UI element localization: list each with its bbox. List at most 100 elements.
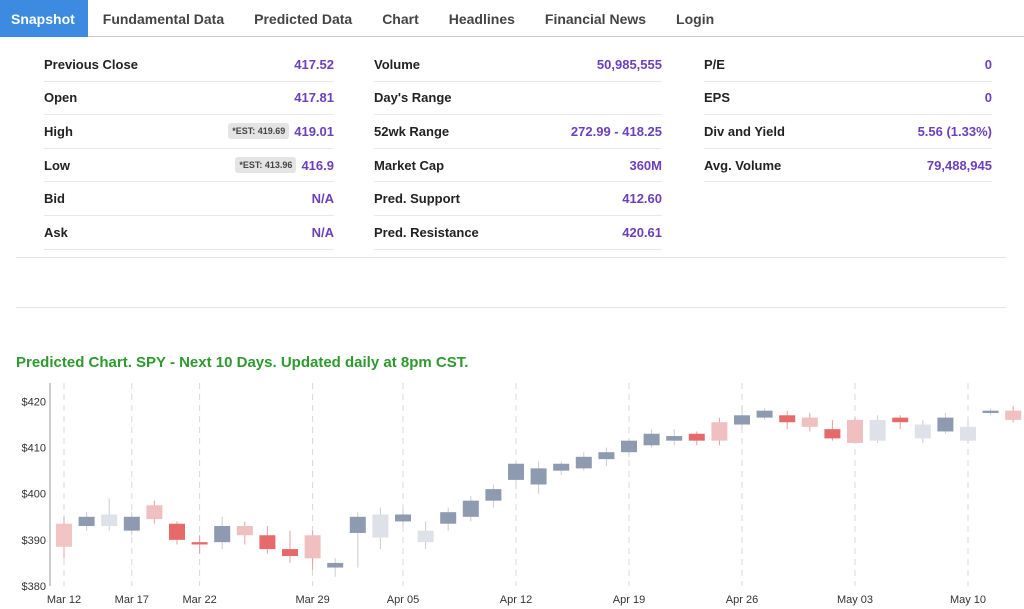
row-pred-support: Pred. Support 412.60	[374, 182, 662, 216]
tab-chart[interactable]: Chart	[382, 10, 419, 27]
candle-body	[621, 440, 637, 453]
value: 272.99 - 418.25	[570, 123, 662, 139]
candle-body	[56, 523, 72, 547]
predicted-candlestick-chart: $380 $390 $400 $410 $420 Mar 12 Mar 17 Mar 22 Ma…	[22, 383, 1022, 606]
row-high: High *EST: 419.69 419.01	[44, 115, 334, 149]
candle-body	[914, 424, 931, 439]
value: 417.81	[294, 90, 334, 106]
label: Pred. Resistance	[374, 224, 479, 240]
candle-body	[191, 542, 208, 545]
row-pe: P/E 0	[704, 48, 992, 82]
x-tick-label: Mar 22	[182, 594, 216, 606]
label: Market Cap	[374, 157, 445, 173]
label: Ask	[44, 224, 68, 240]
candle-body	[78, 516, 95, 527]
value: 360M	[629, 157, 662, 173]
row-low: Low *EST: 413.96 416.9	[44, 149, 334, 183]
x-tick-label: Apr 05	[387, 594, 419, 606]
candle-body	[101, 514, 118, 527]
row-eps: EPS 0	[704, 82, 992, 116]
candle-body	[756, 410, 773, 418]
y-tick-label: $410	[22, 443, 46, 455]
label: Volume	[374, 56, 420, 72]
candle-body	[598, 452, 615, 460]
candle-body	[259, 535, 276, 550]
label: P/E	[704, 56, 725, 72]
value: 79,488,945	[926, 157, 992, 173]
tab-financial-news[interactable]: Financial News	[544, 10, 647, 27]
candle-body	[372, 514, 389, 538]
candle-body	[214, 526, 231, 543]
candle-body	[508, 463, 524, 480]
estimate-badge: *EST: 419.69	[228, 123, 290, 140]
value-group: *EST: 413.96 416.9	[235, 157, 334, 174]
value: 0	[984, 90, 992, 106]
value: 416.9	[301, 157, 334, 173]
chart-title: Predicted Chart. SPY - Next 10 Days. Upd…	[16, 354, 469, 371]
candle-body	[169, 523, 185, 540]
x-tick-label: Mar 17	[115, 594, 149, 606]
row-avg-volume: Avg. Volume 79,488,945	[704, 149, 992, 183]
tab-predicted-data[interactable]: Predicted Data	[254, 10, 353, 27]
label: Bid	[44, 191, 65, 207]
tab-headlines[interactable]: Headlines	[448, 10, 515, 27]
candle-body	[236, 526, 253, 536]
value-group: *EST: 419.69 419.01	[228, 123, 334, 140]
candle-body	[123, 516, 140, 531]
label: Low	[44, 157, 70, 173]
candle-body	[530, 468, 547, 485]
value: 5.56 (1.33%)	[917, 123, 992, 139]
row-days-range: Day's Range	[374, 82, 662, 116]
row-previous-close: Previous Close 417.52	[44, 48, 334, 82]
candle-body	[869, 419, 886, 441]
candle-body	[937, 417, 954, 432]
row-market-cap: Market Cap 360M	[374, 149, 662, 183]
snapshot-column-2: Volume 50,985,555 Day's Range 52wk Range…	[374, 48, 662, 250]
candle-body	[801, 417, 818, 427]
label: Div and Yield	[704, 123, 785, 139]
candle-body	[146, 505, 163, 520]
candle-body	[575, 456, 592, 469]
candle-body	[304, 535, 321, 559]
label: 52wk Range	[374, 123, 450, 139]
candle-body	[960, 426, 976, 441]
value: 420.61	[622, 224, 662, 240]
x-tick-label: Apr 19	[613, 594, 645, 606]
x-tick-label: Mar 12	[47, 594, 81, 606]
label: High	[44, 123, 73, 139]
row-volume: Volume 50,985,555	[374, 48, 662, 82]
tab-snapshot[interactable]: Snapshot	[0, 0, 88, 37]
value: N/A	[311, 191, 334, 207]
candle-body	[982, 410, 999, 413]
row-ask: Ask N/A	[44, 216, 334, 250]
row-bid: Bid N/A	[44, 182, 334, 216]
candle-body	[734, 415, 750, 425]
section-divider	[16, 307, 1006, 308]
x-tick-label: May 10	[950, 594, 986, 606]
x-tick-label: Apr 26	[726, 594, 758, 606]
snapshot-column-1: Previous Close 417.52 Open 417.81 High *…	[44, 48, 334, 250]
value: 412.60	[622, 191, 662, 207]
snapshot-column-3: P/E 0 EPS 0 Div and Yield 5.56 (1.33%) A…	[704, 48, 992, 183]
label: Avg. Volume	[704, 157, 782, 173]
value: 50,985,555	[596, 56, 662, 72]
row-52wk-range: 52wk Range 272.99 - 418.25	[374, 115, 662, 149]
value: 419.01	[294, 123, 334, 139]
candle-body	[349, 516, 366, 533]
label: Previous Close	[44, 56, 138, 72]
tab-login[interactable]: Login	[676, 10, 715, 27]
tab-fundamental-data[interactable]: Fundamental Data	[102, 10, 225, 27]
candle-body	[553, 463, 570, 471]
x-tick-label: May 03	[837, 594, 873, 606]
y-tick-label: $400	[22, 489, 46, 501]
y-tick-label: $420	[22, 396, 46, 408]
label: EPS	[704, 90, 731, 106]
label: Day's Range	[374, 90, 452, 106]
candle-body	[824, 429, 841, 439]
label: Open	[44, 90, 78, 106]
candle-body	[417, 530, 434, 543]
candle-body	[847, 419, 863, 443]
x-tick-label: Apr 12	[500, 594, 532, 606]
x-tick-label: Mar 29	[295, 594, 329, 606]
y-tick-label: $380	[22, 581, 46, 593]
